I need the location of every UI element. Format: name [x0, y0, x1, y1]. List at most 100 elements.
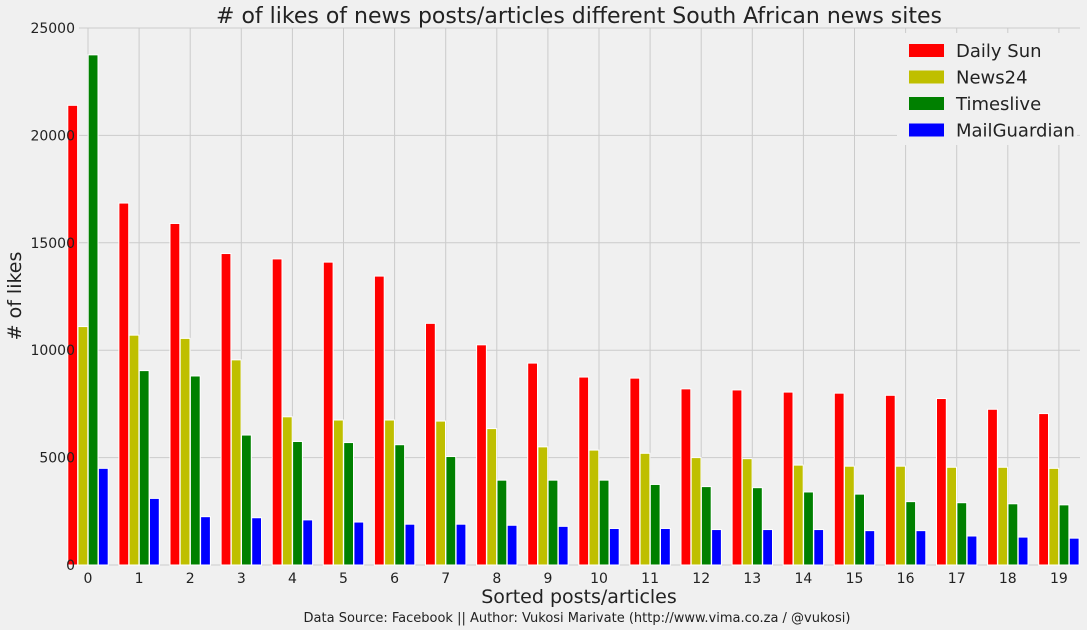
bar-news24-15	[844, 465, 855, 566]
bar-timeslive-0	[87, 54, 99, 566]
bar-daily-sun-1	[118, 202, 130, 566]
bar-timeslive-4	[292, 440, 303, 566]
bar-daily-sun-10	[578, 376, 590, 566]
bar-news24-5	[333, 419, 344, 566]
bar-timeslive-10	[598, 479, 610, 566]
x-tick-label: 17	[948, 571, 966, 587]
x-tick-label: 10	[590, 571, 608, 587]
bar-news24-14	[792, 464, 804, 566]
y-tick-label: 5000	[39, 451, 75, 467]
x-tick-label: 11	[641, 571, 659, 587]
bar-timeslive-6	[394, 444, 406, 566]
x-tick-label: 4	[288, 571, 297, 587]
bar-mailguardian-19	[1068, 537, 1080, 566]
x-tick-labels: 0 1 2 3 4 5 6 7 8 9 10 11 12 13 14 15 16 17 18 19	[84, 571, 1068, 587]
bar-mailguardian-0	[97, 467, 109, 566]
bar-timeslive-18	[1007, 503, 1019, 566]
x-axis-label: Sorted posts/articles	[481, 586, 677, 608]
legend: Daily Sun News24 Timeslive MailGuardian	[897, 33, 1077, 145]
bar-mailguardian-10	[608, 527, 620, 566]
bar-news24-13	[741, 458, 753, 566]
x-tick-label: 15	[846, 571, 864, 587]
x-tick-label: 12	[692, 571, 710, 587]
bar-news24-8	[486, 428, 498, 566]
x-tick-label: 7	[441, 571, 450, 587]
bar-timeslive-8	[496, 479, 508, 566]
bar-mailguardian-1	[149, 497, 160, 566]
bar-daily-sun-7	[425, 322, 436, 566]
bar-news24-1	[128, 334, 140, 566]
chart-title: # of likes of news posts/articles differ…	[216, 4, 942, 29]
bar-timeslive-7	[445, 456, 457, 566]
legend-swatch-mailguardian	[909, 123, 944, 137]
bar-daily-sun-4	[271, 258, 283, 566]
bars	[67, 54, 1080, 566]
bar-daily-sun-14	[782, 391, 794, 566]
bar-news24-12	[690, 457, 702, 566]
legend-swatch-daily-sun	[909, 44, 944, 57]
legend-label-daily-sun: Daily Sun	[956, 41, 1042, 62]
bar-news24-16	[895, 465, 906, 566]
bar-mailguardian-2	[200, 516, 211, 566]
bar-news24-4	[281, 416, 293, 566]
x-tick-label: 18	[999, 571, 1017, 587]
bar-timeslive-1	[138, 370, 150, 566]
bar-news24-19	[1048, 467, 1060, 566]
bar-timeslive-13	[752, 487, 763, 566]
bar-mailguardian-3	[251, 517, 262, 566]
bar-mailguardian-15	[864, 530, 876, 566]
bar-timeslive-19	[1058, 504, 1070, 566]
x-tick-label: 14	[794, 571, 812, 587]
x-tick-label: 6	[390, 571, 399, 587]
bar-timeslive-14	[803, 491, 814, 566]
bar-news24-7	[435, 420, 447, 566]
bar-mailguardian-8	[506, 524, 518, 566]
bar-daily-sun-11	[629, 377, 641, 566]
y-tick-label: 0	[66, 558, 75, 574]
bar-news24-17	[946, 466, 958, 566]
bar-daily-sun-16	[884, 394, 896, 566]
bar-mailguardian-7	[455, 523, 467, 566]
y-tick-label: 20000	[30, 128, 75, 144]
bar-timeslive-17	[956, 502, 968, 566]
bar-mailguardian-13	[762, 529, 774, 566]
x-tick-label: 13	[743, 571, 761, 587]
y-tick-label: 10000	[30, 343, 75, 359]
bar-timeslive-16	[905, 501, 917, 566]
bar-daily-sun-13	[731, 389, 743, 566]
bar-mailguardian-11	[660, 527, 671, 566]
bar-daily-sun-17	[936, 398, 947, 566]
bar-mailguardian-5	[353, 521, 365, 566]
y-tick-label: 15000	[30, 236, 75, 252]
bar-mailguardian-4	[302, 519, 314, 566]
bar-mailguardian-6	[404, 523, 416, 566]
bar-mailguardian-14	[813, 529, 825, 566]
bar-news24-10	[588, 449, 600, 566]
bar-news24-9	[537, 446, 549, 566]
bar-timeslive-5	[343, 442, 355, 566]
bar-daily-sun-5	[322, 261, 334, 566]
bar-news24-11	[639, 452, 651, 566]
bar-daily-sun-9	[527, 362, 539, 566]
x-tick-label: 2	[186, 571, 195, 587]
bar-daily-sun-6	[373, 275, 385, 566]
x-tick-label: 0	[84, 571, 93, 587]
legend-label-news24: News24	[956, 68, 1028, 89]
bar-timeslive-11	[649, 483, 661, 566]
legend-label-mailguardian: MailGuardian	[956, 121, 1075, 142]
y-axis-label: # of likes	[4, 252, 26, 341]
bar-timeslive-15	[854, 493, 866, 566]
bar-timeslive-12	[700, 486, 712, 566]
bar-timeslive-2	[189, 375, 201, 566]
bar-news24-0	[77, 326, 89, 566]
x-tick-label: 16	[897, 571, 915, 587]
legend-swatch-news24	[909, 70, 944, 84]
x-tick-label: 19	[1050, 571, 1068, 587]
legend-label-timeslive: Timeslive	[955, 94, 1041, 115]
x-tick-label: 3	[237, 571, 246, 587]
source-note: Data Source: Facebook || Author: Vukosi …	[304, 611, 851, 626]
bar-timeslive-9	[547, 479, 559, 566]
bar-news24-18	[997, 466, 1009, 566]
x-tick-label: 5	[339, 571, 348, 587]
